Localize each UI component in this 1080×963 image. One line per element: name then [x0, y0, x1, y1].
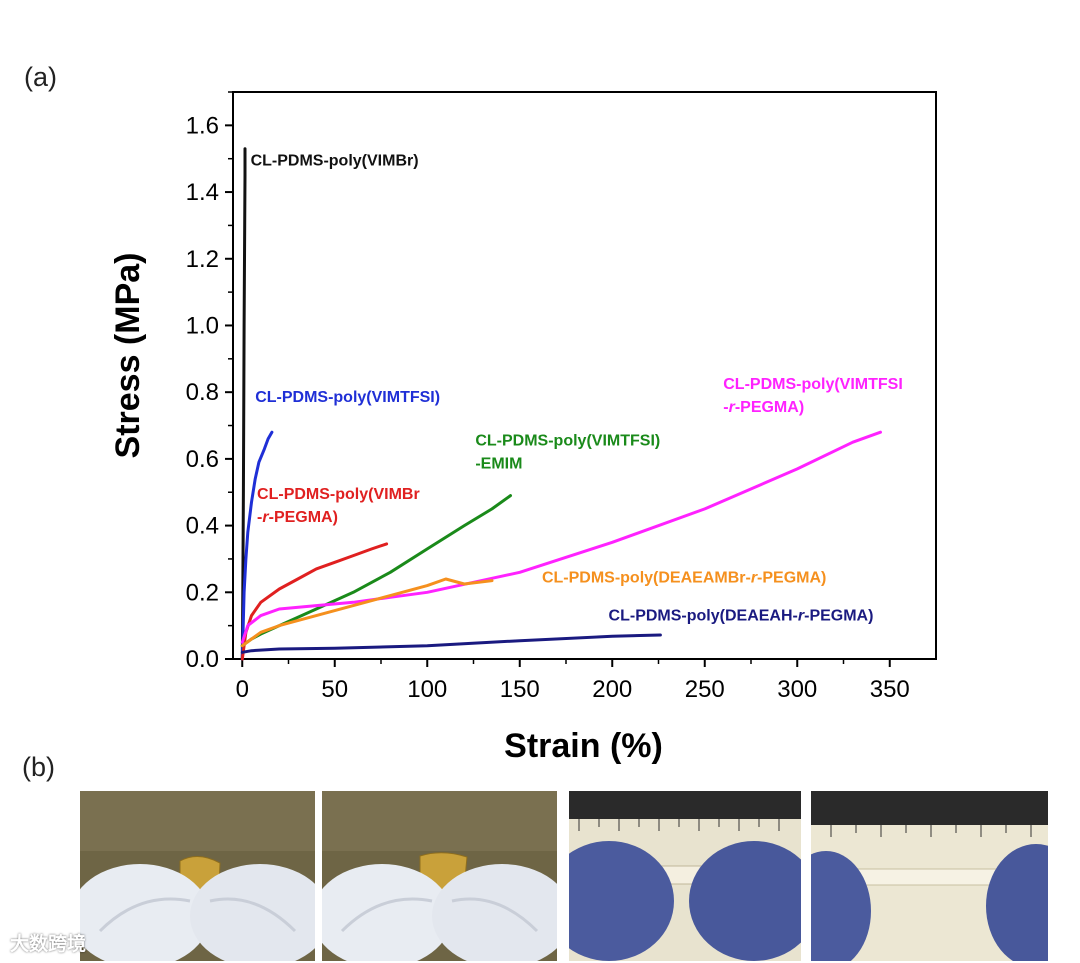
- series-label: CL-PDMS-poly(VIMTFSI) -EMIM: [475, 433, 660, 473]
- series-line: [240, 542, 389, 661]
- x-tick-label: 350: [870, 676, 910, 703]
- panel-b-label: (b): [22, 752, 55, 782]
- stress-strain-chart: 0 50 100 150 200 250 300 350 0.0 0.2 0.4 0.6 0.8 1.0 1…: [109, 91, 937, 765]
- plot-frame: [232, 91, 937, 660]
- y-tick-label: 1.6: [186, 112, 219, 139]
- series-line: [240, 430, 882, 644]
- x-tick-label: 50: [321, 676, 348, 703]
- series-label: CL-PDMS-poly(VIMTFSI): [255, 389, 440, 406]
- x-tick-label: 0: [236, 676, 249, 703]
- photo-film-stretched-2: [811, 791, 1048, 961]
- y-tick-label: 0.4: [186, 513, 219, 540]
- x-tick-label: 300: [777, 676, 817, 703]
- y-tick-label: 0.8: [186, 379, 219, 406]
- photo-film-folded-2: [322, 791, 557, 961]
- watermark: 大数跨境: [10, 933, 87, 955]
- y-tick-label: 1.0: [186, 312, 219, 339]
- panel-a-label: (a): [24, 62, 57, 92]
- x-tick-label: 200: [592, 676, 632, 703]
- y-tick-label: 0.2: [186, 579, 219, 606]
- photo-film-folded-1: [80, 791, 315, 961]
- x-tick-label: 150: [500, 676, 540, 703]
- series-label: CL-PDMS-poly(DEAEAMBr-r-PEGMA): [542, 569, 826, 586]
- series-line: [240, 633, 662, 654]
- series-label: CL-PDMS-poly(DEAEAH-r-PEGMA): [609, 608, 874, 625]
- y-axis-label: Stress (MPa): [109, 253, 147, 459]
- x-tick-label: 250: [685, 676, 725, 703]
- x-axis-label: Strain (%): [504, 727, 663, 765]
- photo-film-stretched-1: [569, 791, 801, 961]
- photo-strip: [80, 791, 1048, 963]
- series-line: [240, 577, 494, 648]
- y-tick-label: 1.4: [186, 179, 219, 206]
- x-tick-label: 100: [407, 676, 447, 703]
- y-tick-label: 0.0: [186, 646, 219, 673]
- series-line: [240, 430, 274, 661]
- series-label: CL-PDMS-poly(VIMTFSI -r-PEGMA): [723, 376, 903, 416]
- series-label: CL-PDMS-poly(VIMBr): [251, 152, 419, 169]
- series-label: CL-PDMS-poly(VIMBr -r-PEGMA): [257, 486, 420, 526]
- y-tick-label: 1.2: [186, 246, 219, 273]
- y-tick-label: 0.6: [186, 446, 219, 473]
